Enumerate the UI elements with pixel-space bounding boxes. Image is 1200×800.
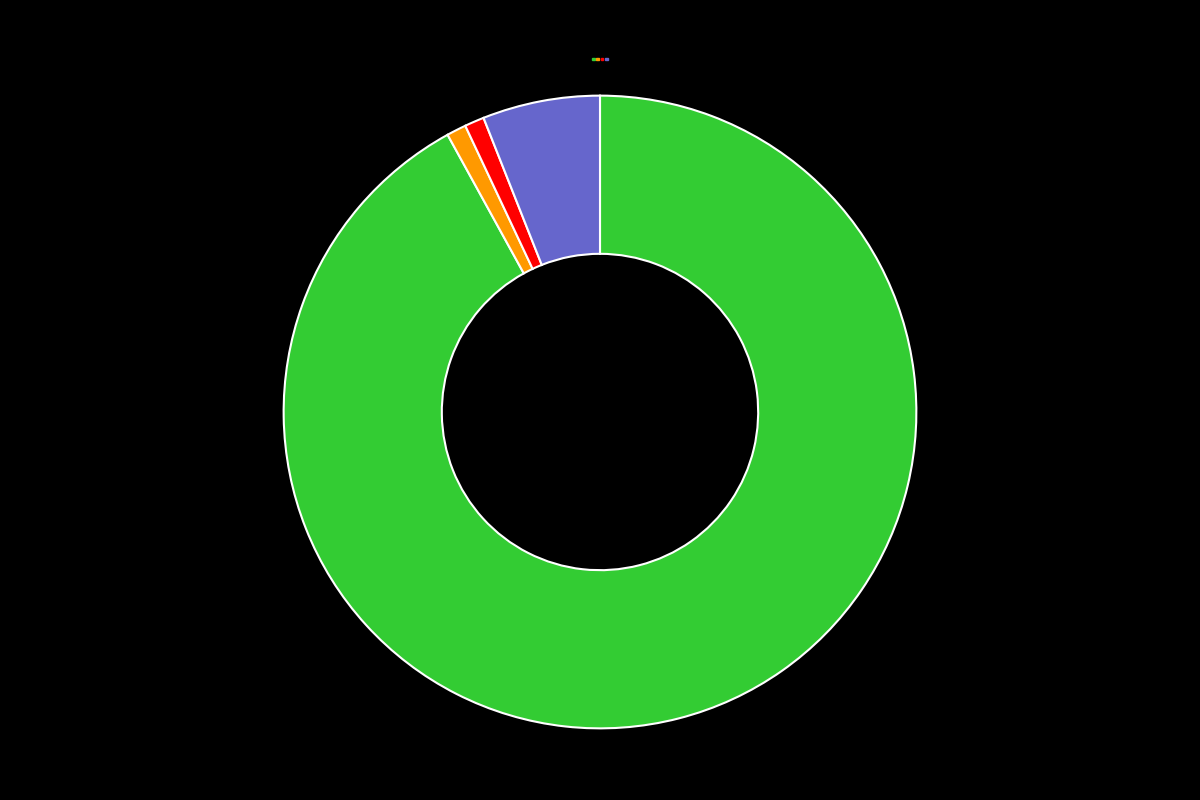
Wedge shape (466, 118, 541, 269)
Wedge shape (283, 96, 917, 728)
Wedge shape (484, 96, 600, 265)
Wedge shape (448, 126, 533, 274)
Legend: , , , : , , , (592, 58, 608, 60)
